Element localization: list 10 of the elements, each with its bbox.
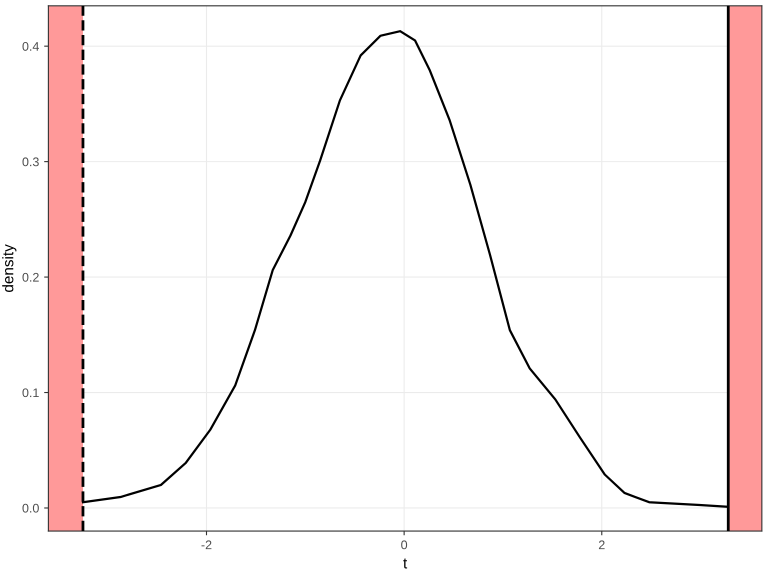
y-tick-label: 0.1	[22, 388, 39, 398]
y-axis-title: density	[2, 244, 16, 292]
y-tick-label: 0.0	[22, 504, 39, 513]
x-tick-label: 0	[401, 540, 408, 550]
x-axis-title: t	[403, 558, 408, 568]
y-tick-label: 0.2	[22, 272, 39, 282]
x-tick-label: 2	[598, 540, 605, 550]
y-tick-label: 0.3	[22, 157, 39, 166]
y-tick-label: 0.4	[22, 42, 39, 51]
x-tick-label: -2	[201, 540, 212, 550]
